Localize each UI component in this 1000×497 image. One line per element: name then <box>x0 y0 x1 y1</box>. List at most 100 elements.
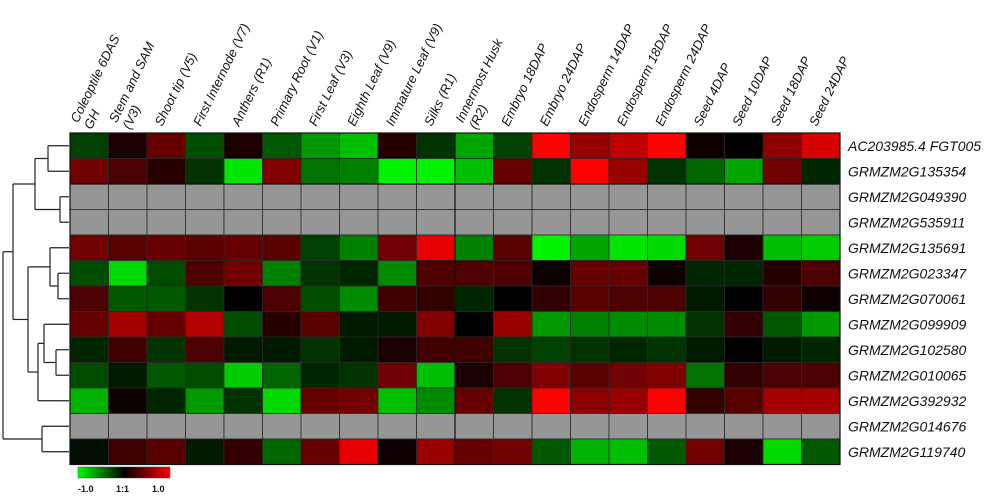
heatmap-cell <box>685 387 725 414</box>
heatmap-cell <box>146 183 186 210</box>
heatmap-cell <box>454 234 494 261</box>
heatmap-cell <box>454 285 494 312</box>
column-label: Seed 4DAP <box>690 60 733 128</box>
row-label: GRMZM2G014676 <box>848 418 966 434</box>
heatmap-cell <box>762 260 802 287</box>
heatmap-cell <box>339 285 379 312</box>
heatmap-cell <box>262 362 302 389</box>
heatmap-cell <box>262 183 302 210</box>
heatmap-cell <box>493 234 533 261</box>
heatmap-cell <box>300 438 340 465</box>
heatmap-cell <box>570 387 610 414</box>
heatmap-cell <box>570 438 610 465</box>
heatmap-cell <box>223 413 263 440</box>
heatmap-cell <box>339 158 379 185</box>
heatmap-cell <box>647 413 687 440</box>
heatmap-cell <box>185 311 225 338</box>
heatmap-cell <box>108 311 148 338</box>
heatmap-cell <box>762 132 802 159</box>
heatmap-cell <box>339 336 379 363</box>
heatmap-cell <box>685 158 725 185</box>
heatmap-cell <box>185 336 225 363</box>
heatmap-cell <box>685 234 725 261</box>
heatmap-cell <box>531 209 571 236</box>
heatmap-cell <box>454 132 494 159</box>
heatmap-cell <box>608 158 648 185</box>
heatmap-cell <box>146 336 186 363</box>
row-labels: AC203985.4 FGT005 GRMZM2G135354 GRMZM2G049… <box>847 138 981 460</box>
column-label: Seed 24DAP <box>806 54 853 128</box>
heatmap-cell <box>69 158 109 185</box>
heatmap-cell <box>647 336 687 363</box>
heatmap-cell <box>416 234 456 261</box>
heatmap-cell <box>493 438 533 465</box>
heatmap-cell <box>493 158 533 185</box>
heatmap-cell <box>608 285 648 312</box>
heatmap-cell <box>493 336 533 363</box>
heatmap-cell <box>570 336 610 363</box>
column-label: Seed 10DAP <box>729 54 776 128</box>
heatmap-cell <box>69 387 109 414</box>
heatmap-cell <box>108 438 148 465</box>
heatmap-cell <box>146 260 186 287</box>
heatmap-cell <box>724 158 764 185</box>
row-label: GRMZM2G135354 <box>848 163 966 179</box>
heatmap-cell <box>801 362 841 389</box>
heatmap-cell <box>570 234 610 261</box>
heatmap-cell <box>146 132 186 159</box>
heatmap-cell <box>69 311 109 338</box>
heatmap-cell <box>185 132 225 159</box>
heatmap-cell <box>724 413 764 440</box>
heatmap-cell <box>685 362 725 389</box>
heatmap-cell <box>339 132 379 159</box>
heatmap-cell <box>223 209 263 236</box>
heatmap-cell <box>146 158 186 185</box>
heatmap-cell <box>69 132 109 159</box>
heatmap-cell <box>416 438 456 465</box>
heatmap-cell <box>454 413 494 440</box>
heatmap-cell <box>339 362 379 389</box>
heatmap-cell <box>801 234 841 261</box>
row-label: GRMZM2G049390 <box>848 189 966 205</box>
heatmap-cell <box>108 132 148 159</box>
heatmap-cell <box>416 158 456 185</box>
heatmap-cell <box>377 209 417 236</box>
heatmap-cell <box>762 387 802 414</box>
column-label: Seed 18DAP <box>767 54 814 128</box>
heatmap-cell <box>608 362 648 389</box>
row-label: GRMZM2G023347 <box>848 265 967 281</box>
heatmap-cell <box>801 387 841 414</box>
row-label: GRMZM2G070061 <box>848 291 966 307</box>
heatmap-cell <box>108 362 148 389</box>
heatmap-cell <box>377 387 417 414</box>
heatmap-cell <box>377 438 417 465</box>
heatmap-cell <box>762 413 802 440</box>
heatmap-cell <box>493 362 533 389</box>
heatmap-cell <box>801 132 841 159</box>
heatmap-cell <box>146 234 186 261</box>
heatmap-cell <box>146 209 186 236</box>
heatmap-cell <box>762 285 802 312</box>
heatmap-cell <box>223 387 263 414</box>
heatmap-cell <box>69 413 109 440</box>
heatmap-cell <box>339 260 379 287</box>
heatmap-cell <box>647 260 687 287</box>
heatmap-cell <box>647 438 687 465</box>
heatmap-cell <box>570 311 610 338</box>
heatmap-cell <box>685 132 725 159</box>
heatmap-cell <box>647 387 687 414</box>
heatmap-cell <box>762 311 802 338</box>
heatmap-cell <box>300 234 340 261</box>
heatmap-cell <box>531 183 571 210</box>
heatmap-cell <box>377 260 417 287</box>
heatmap-cell <box>377 183 417 210</box>
heatmap-cell <box>69 260 109 287</box>
heatmap-cell <box>685 336 725 363</box>
heatmap-cell <box>762 158 802 185</box>
heatmap-cell <box>647 362 687 389</box>
heatmap-cell <box>724 285 764 312</box>
heatmap-cell <box>223 132 263 159</box>
heatmap-cell <box>416 183 456 210</box>
heatmap-cell <box>454 260 494 287</box>
heatmap-cell <box>685 438 725 465</box>
